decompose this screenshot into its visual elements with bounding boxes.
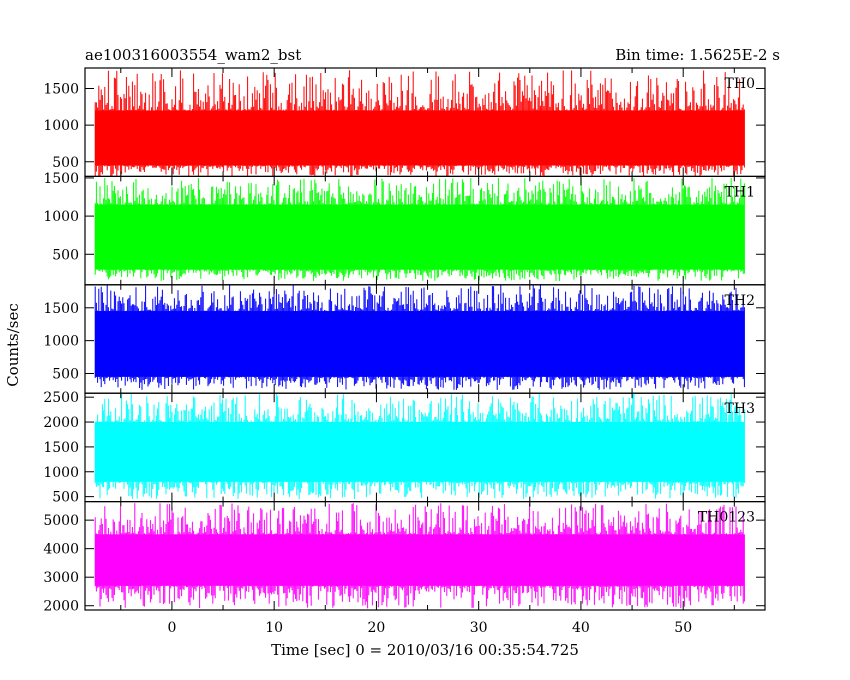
panel-label-th1: TH1 bbox=[725, 184, 755, 200]
x-axis-label: Time [sec] 0 = 2010/03/16 00:35:54.725 bbox=[271, 641, 579, 659]
series-line-th1 bbox=[94, 178, 745, 281]
panel-label-th0123: TH0123 bbox=[698, 510, 755, 526]
x-axis: 0 10 20 30 40 50 bbox=[167, 620, 692, 636]
y-tick-label: 1500 bbox=[43, 82, 79, 98]
y-tick-label: 1000 bbox=[43, 118, 79, 134]
panel-label-th0: TH0 bbox=[725, 76, 755, 92]
y-tick-label: 500 bbox=[52, 366, 79, 382]
y-tick-label: 4000 bbox=[43, 542, 79, 558]
y-tick-label: 500 bbox=[52, 490, 79, 506]
y-tick-label: 2500 bbox=[43, 390, 79, 406]
panel-th2: 500 1000 1500 TH2 bbox=[43, 284, 766, 394]
y-tick-label: 5000 bbox=[43, 513, 79, 529]
y-tick-label: 500 bbox=[52, 247, 79, 263]
y-axis-label: Counts/sec bbox=[4, 303, 22, 387]
y-tick-label: 500 bbox=[52, 155, 79, 171]
y-tick-label: 1500 bbox=[43, 171, 79, 187]
series-line-th2 bbox=[94, 285, 745, 390]
panels-group: 500 1000 1500 TH0 500 1000 1500 TH1 500 1000 1500 T… bbox=[43, 67, 766, 615]
y-tick-label: 2000 bbox=[43, 599, 79, 615]
x-tick-label: 20 bbox=[368, 620, 386, 636]
x-tick-label: 50 bbox=[674, 620, 692, 636]
series-line-th0123 bbox=[94, 503, 745, 609]
chart-title-left: ae100316003554_wam2_bst bbox=[85, 46, 301, 64]
panel-frame bbox=[84, 501, 766, 611]
panel-label-th3: TH3 bbox=[725, 401, 755, 417]
y-tick-label: 1000 bbox=[43, 465, 79, 481]
y-tick-label: 1000 bbox=[43, 209, 79, 225]
panel-label-th2: TH2 bbox=[725, 293, 755, 309]
y-tick-label: 3000 bbox=[43, 570, 79, 586]
chart-title-right: Bin time: 1.5625E-2 s bbox=[615, 46, 780, 64]
y-tick-label: 1500 bbox=[43, 440, 79, 456]
panel-th0123: 2000 3000 4000 5000 TH0123 bbox=[43, 501, 766, 615]
series-line-th0 bbox=[94, 70, 745, 177]
x-tick-label: 30 bbox=[470, 620, 488, 636]
x-tick-label: 0 bbox=[167, 620, 176, 636]
series-line-th3 bbox=[94, 393, 745, 500]
x-tick-label: 40 bbox=[572, 620, 590, 636]
x-tick-label: 10 bbox=[265, 620, 283, 636]
panel-th0: 500 1000 1500 TH0 bbox=[43, 67, 766, 178]
panel-th1: 500 1000 1500 TH1 bbox=[43, 171, 766, 286]
y-tick-label: 1000 bbox=[43, 334, 79, 350]
panel-th3: 500 1000 1500 2000 2500 TH3 bbox=[43, 390, 766, 506]
y-tick-label: 2000 bbox=[43, 415, 79, 431]
y-tick-label: 1500 bbox=[43, 301, 79, 317]
